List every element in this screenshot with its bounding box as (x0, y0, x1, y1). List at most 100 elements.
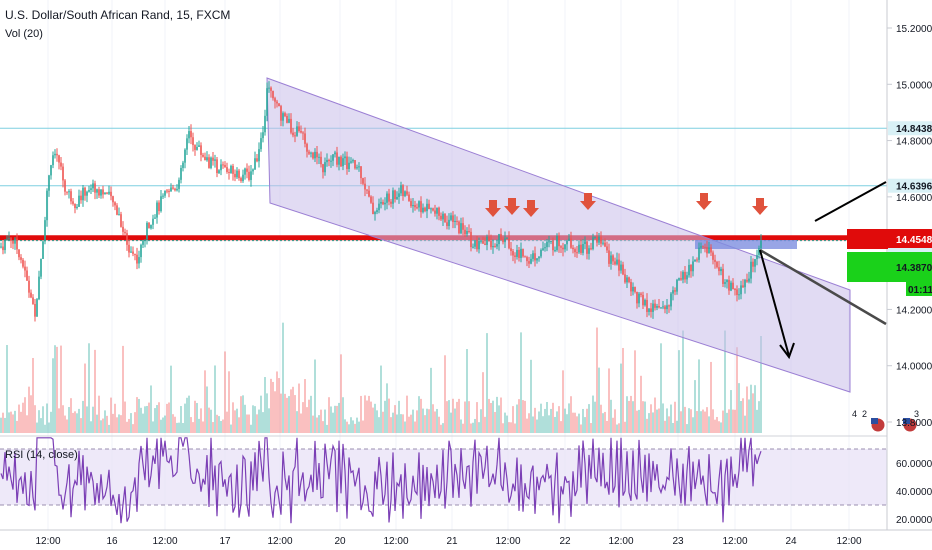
candle-body (134, 253, 136, 255)
candle-body (150, 224, 152, 229)
time-tick-label: 12:00 (35, 536, 60, 547)
volume-bar (550, 408, 552, 433)
volume-bar (164, 415, 166, 433)
volume-bar (348, 424, 350, 433)
price-tick-label: 15.00000 (896, 80, 932, 91)
candle-body (638, 293, 640, 304)
volume-bar (288, 396, 290, 433)
candle-body (216, 159, 218, 174)
volume-bar (724, 330, 726, 433)
candle-body (662, 306, 664, 308)
volume-bar (384, 400, 386, 433)
candle-body (192, 137, 194, 146)
volume-bar (230, 424, 232, 433)
candle-body (226, 167, 228, 172)
volume-bar (576, 416, 578, 433)
volume-bar (678, 350, 680, 433)
volume-bar (328, 397, 330, 433)
volume-bar (68, 407, 70, 433)
candle-body (96, 189, 98, 193)
candle-body (284, 113, 286, 117)
volume-bar (412, 409, 414, 433)
candle-body (312, 152, 314, 159)
volume-bar (542, 416, 544, 433)
volume-bar (356, 417, 358, 433)
candle-body (60, 162, 62, 167)
projection-arrow[interactable] (759, 249, 790, 357)
rsi-indicator-label: RSI (14, close) (5, 449, 78, 461)
candle-body (694, 259, 696, 262)
candle-body (622, 264, 624, 275)
volume-bar (574, 412, 576, 433)
volume-bar (614, 409, 616, 433)
candle-body (576, 252, 578, 254)
candle-body (524, 256, 526, 258)
candle-body (574, 249, 576, 253)
candle-body (642, 294, 644, 306)
candle-body (422, 207, 424, 213)
candle-body (670, 293, 672, 307)
candle-body (292, 132, 294, 136)
volume-bar (578, 413, 580, 433)
candle-body (0, 246, 2, 248)
candle-body (76, 206, 78, 209)
volume-bar (644, 401, 646, 433)
candle-body (182, 162, 184, 168)
candle-body (614, 261, 616, 265)
volume-bar (376, 410, 378, 433)
candle-body (562, 247, 564, 250)
candle-body (454, 220, 456, 223)
volume-bar (556, 411, 558, 433)
volume-bar (688, 408, 690, 433)
candle-body (440, 215, 442, 220)
volume-bar (598, 367, 600, 433)
candle-body (356, 167, 358, 169)
price-tag-background (888, 121, 932, 136)
volume-bar (156, 405, 158, 433)
candle-body (604, 242, 606, 247)
volume-bar (632, 401, 634, 433)
candle-body (140, 244, 142, 258)
candle-body (26, 270, 28, 281)
candle-body (566, 240, 568, 245)
projection-line-lower[interactable] (759, 248, 887, 326)
volume-bar (216, 414, 218, 433)
volume-bar (300, 413, 302, 433)
candle-body (348, 162, 350, 169)
candle-body (298, 126, 300, 132)
volume-bar (696, 411, 698, 433)
candle-body (376, 210, 378, 213)
volume-bar (630, 395, 632, 433)
volume-bar (60, 345, 62, 433)
event-badges[interactable]: 4 2 3 (852, 409, 919, 433)
candle-body (720, 268, 722, 272)
volume-bar (616, 424, 618, 433)
candle-body (142, 240, 144, 245)
volume-bar (178, 422, 180, 433)
volume-bar (712, 409, 714, 433)
projection-line-upper[interactable] (814, 181, 887, 222)
candle-body (724, 282, 726, 284)
volume-bar (650, 404, 652, 433)
volume-bar (618, 423, 620, 433)
volume-bar (702, 409, 704, 433)
volume-bar (390, 417, 392, 433)
candle-body (518, 249, 520, 258)
candle-body (618, 259, 620, 271)
time-tick-label: 20 (334, 536, 346, 547)
candle-body (16, 238, 18, 250)
volume-bar (162, 417, 164, 433)
volume-bar (16, 420, 18, 433)
volume-bar (430, 367, 432, 433)
resistance-box[interactable] (695, 240, 797, 249)
candle-body (158, 202, 160, 212)
candle-body (648, 308, 650, 312)
price-tick-label: 13.80000 (896, 418, 932, 429)
volume-bar (304, 379, 306, 433)
candle-body (640, 293, 642, 295)
volume-bar (344, 419, 346, 433)
candle-body (114, 202, 116, 206)
volume-bar (270, 378, 272, 433)
candle-body (198, 145, 200, 147)
